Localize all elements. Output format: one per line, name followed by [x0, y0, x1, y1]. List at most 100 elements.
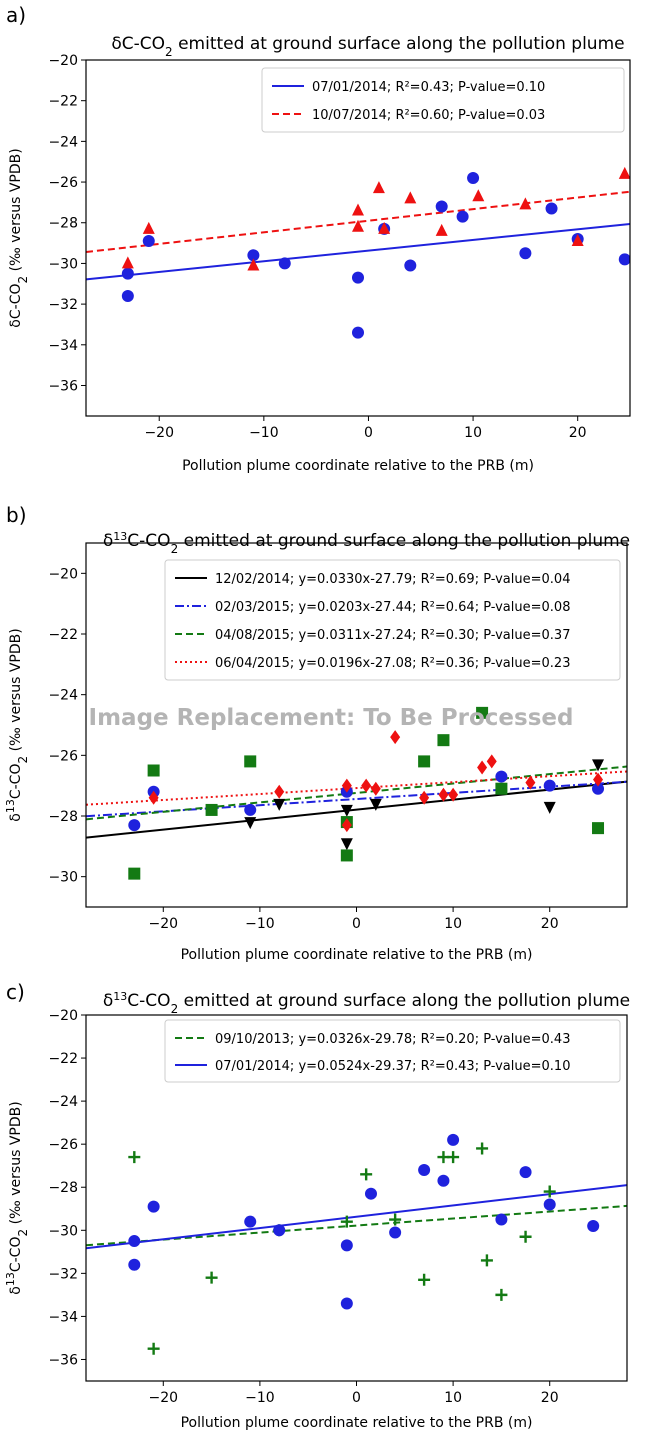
y-tick-label: −20 [48, 566, 78, 582]
data-point-series-1 [360, 1168, 373, 1181]
x-tick-label: 10 [444, 916, 462, 932]
data-point-series-1 [435, 200, 448, 213]
x-tick-label: 20 [541, 916, 559, 932]
data-point-series-1 [495, 1288, 508, 1301]
data-point-series-1 [418, 1273, 431, 1286]
data-point-series-2 [543, 779, 556, 792]
data-point-series-2 [404, 191, 417, 204]
legend-entry: 09/10/2013; y=0.0326x-29.78; R²=0.20; P-… [215, 1032, 570, 1047]
data-point-series-1 [205, 1271, 218, 1284]
x-tick-label: 20 [541, 1390, 559, 1406]
data-point-series-2 [587, 1219, 600, 1232]
data-point-series-1 [247, 249, 260, 262]
data-point-series-2 [389, 1226, 402, 1239]
data-point-series-2 [447, 1133, 460, 1146]
x-axis-label: Pollution plume coordinate relative to t… [181, 947, 533, 963]
data-point-series-2 [142, 221, 155, 234]
y-tick-label: −26 [48, 748, 78, 764]
data-point-series-1 [543, 1185, 556, 1198]
data-point-series-4 [419, 790, 430, 805]
plot-frame [85, 59, 631, 417]
y-axis-label: δ13C-CO2 (‰ versus VPDB) [4, 1101, 31, 1294]
x-tick-label: −20 [149, 1390, 179, 1406]
data-point-series-4 [361, 778, 372, 793]
x-tick-label: 0 [364, 425, 373, 441]
plot-area [86, 1133, 627, 1355]
data-point-series-3 [437, 734, 450, 747]
plot-area [86, 706, 627, 880]
y-tick-label: −36 [48, 378, 78, 394]
data-point-series-2 [472, 189, 485, 202]
legend-entry: 02/03/2015; y=0.0203x-27.44; R²=0.64; P-… [215, 600, 570, 615]
legend-box [261, 67, 625, 133]
legend-entry: 07/01/2014; y=0.0524x-29.37; R²=0.43; P-… [215, 1059, 570, 1074]
panel-a-chart: a) δC-CO2 emitted at ground surface along… [6, 3, 631, 474]
data-point-series-2 [618, 166, 630, 179]
fit-line-series-1 [86, 222, 630, 281]
data-point-series-2 [495, 770, 508, 783]
x-axis-label: Pollution plume coordinate relative to t… [182, 458, 534, 474]
y-tick-label: −22 [48, 627, 78, 643]
data-point-series-4 [341, 818, 352, 833]
data-point-series-2 [378, 221, 391, 234]
y-tick-label: −34 [48, 1309, 78, 1325]
data-point-series-1 [278, 257, 291, 270]
data-point-series-1 [480, 1254, 493, 1267]
data-point-series-2 [121, 256, 134, 269]
panel-label: a) [6, 3, 26, 27]
fit-line-series-2 [86, 190, 630, 254]
plot-area [86, 166, 630, 339]
data-point-series-1 [456, 210, 469, 223]
data-point-series-2 [592, 782, 605, 795]
data-point-series-2 [340, 1239, 353, 1252]
x-tick-label: 0 [352, 1390, 361, 1406]
data-point-series-3 [340, 849, 353, 862]
data-point-series-1 [273, 798, 286, 811]
data-point-series-1 [404, 259, 417, 272]
plot-frame [85, 1014, 628, 1382]
y-tick-label: −26 [48, 175, 78, 191]
data-point-series-2 [247, 258, 260, 271]
legend-entry: 06/04/2015; y=0.0196x-27.08; R²=0.36; P-… [215, 656, 570, 671]
data-point-series-1 [545, 202, 558, 215]
data-point-series-1 [447, 1151, 460, 1164]
chart-title: δ13C-CO2 emitted at ground surface along… [103, 530, 630, 557]
legend-entry: 07/01/2014; R²=0.43; P-value=0.10 [312, 80, 545, 95]
x-tick-label: 10 [464, 425, 482, 441]
x-tick-label: −10 [245, 916, 275, 932]
data-point-series-4 [370, 781, 381, 796]
data-point-series-2 [273, 1224, 286, 1237]
y-tick-label: −26 [48, 1137, 78, 1153]
data-point-series-1 [519, 247, 532, 260]
data-point-series-3 [592, 822, 605, 835]
data-point-series-1 [467, 171, 480, 184]
data-point-series-4 [448, 787, 459, 802]
data-point-series-1 [147, 1342, 160, 1355]
data-point-series-1 [244, 817, 257, 830]
data-point-series-2 [244, 803, 257, 816]
data-point-series-2 [244, 1215, 257, 1228]
y-tick-label: −24 [48, 688, 78, 704]
x-axis-label: Pollution plume coordinate relative to t… [181, 1415, 533, 1431]
data-point-series-3 [244, 755, 257, 768]
x-tick-label: 0 [352, 916, 361, 932]
plot-frame [85, 542, 628, 908]
data-point-series-2 [340, 1297, 353, 1310]
data-point-series-2 [543, 1198, 556, 1211]
y-tick-label: −22 [48, 1051, 78, 1067]
data-point-series-3 [476, 706, 489, 719]
y-tick-label: −24 [48, 1094, 78, 1110]
data-point-series-2 [128, 819, 141, 832]
legend-box [164, 559, 621, 681]
data-point-series-4 [148, 790, 159, 805]
legend-box [164, 1019, 621, 1083]
panel-label: b) [6, 503, 27, 527]
data-point-series-4 [274, 784, 285, 799]
y-tick-label: −36 [48, 1352, 78, 1368]
data-point-series-2 [437, 1174, 450, 1187]
data-point-series-2 [128, 1258, 141, 1271]
legend-entry: 12/02/2014; y=0.0330x-27.79; R²=0.69; P-… [215, 572, 570, 587]
data-point-series-4 [341, 778, 352, 793]
x-tick-label: −20 [144, 425, 174, 441]
data-point-series-2 [364, 1187, 377, 1200]
